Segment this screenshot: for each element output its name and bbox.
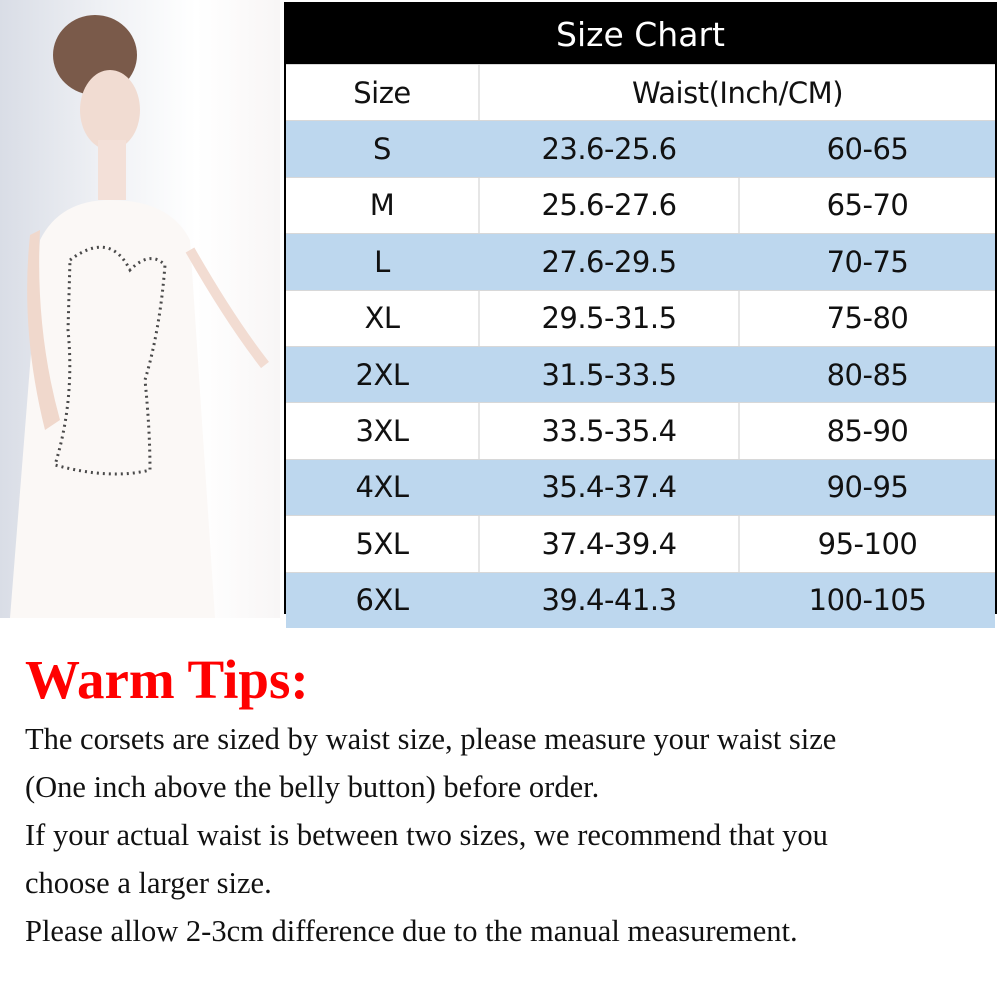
header-size: Size bbox=[286, 65, 480, 121]
waist-inch-cell: 33.5-35.4 bbox=[480, 403, 740, 459]
waist-inch-cell: 39.4-41.3 bbox=[480, 572, 740, 628]
waist-cm-cell: 90-95 bbox=[826, 470, 909, 505]
waist-inch-cell: 35.4-37.4 bbox=[480, 459, 740, 516]
size-cell: 6XL bbox=[286, 572, 480, 628]
tip-line: choose a larger size. bbox=[25, 866, 272, 900]
size-cell: 4XL bbox=[286, 459, 480, 516]
tip-line: The corsets are sized by waist size, ple… bbox=[25, 722, 837, 756]
tip-line: (One inch above the belly button) before… bbox=[25, 770, 600, 804]
table-row: 3XL 33.5-35.4 85-90 bbox=[286, 402, 995, 459]
waist-inch-cell: 27.6-29.5 bbox=[480, 234, 740, 290]
waist-cm-cell: 95-100 bbox=[817, 526, 918, 561]
size-cell: 2XL bbox=[286, 346, 480, 403]
size-cell: 5XL bbox=[286, 516, 480, 572]
waist-inch-cell: 23.6-25.6 bbox=[480, 121, 740, 177]
size-cell: S bbox=[286, 121, 480, 177]
size-cell: XL bbox=[286, 290, 480, 346]
table-row: L 27.6-29.5 70-75 bbox=[286, 233, 995, 290]
size-chart-title: Size Chart bbox=[286, 4, 995, 64]
waist-inch-cell: 37.4-39.4 bbox=[480, 516, 740, 572]
size-cell: M bbox=[286, 177, 480, 234]
waist-inch-cell: 31.5-33.5 bbox=[480, 346, 740, 403]
table-row: M 25.6-27.6 65-70 bbox=[286, 176, 995, 234]
table-row: 2XL 31.5-33.5 80-85 bbox=[286, 345, 995, 403]
waist-cm-cell: 100-105 bbox=[808, 583, 927, 618]
waist-cm-cell: 60-65 bbox=[826, 132, 909, 167]
table-row: XL 29.5-31.5 75-80 bbox=[286, 289, 995, 346]
table-header-row: Size Waist(Inch/CM) bbox=[286, 64, 995, 121]
waist-inch-cell: 25.6-27.6 bbox=[480, 177, 740, 234]
waist-cm-cell: 75-80 bbox=[826, 301, 909, 336]
table-row: S 23.6-25.6 60-65 bbox=[286, 120, 995, 177]
table-row: 6XL 39.4-41.3 100-105 bbox=[286, 571, 995, 628]
waist-cm-cell: 70-75 bbox=[826, 244, 909, 279]
waist-cm-cell: 85-90 bbox=[826, 414, 909, 449]
tip-line: If your actual waist is between two size… bbox=[25, 818, 828, 852]
size-cell: L bbox=[286, 234, 480, 290]
tip-line: Please allow 2-3cm difference due to the… bbox=[25, 914, 798, 948]
waist-cm-cell: 80-85 bbox=[826, 357, 909, 392]
table-row: 4XL 35.4-37.4 90-95 bbox=[286, 458, 995, 516]
header-waist: Waist(Inch/CM) bbox=[631, 75, 844, 110]
warm-tips-title: Warm Tips: bbox=[25, 649, 309, 710]
table-row: 5XL 37.4-39.4 95-100 bbox=[286, 515, 995, 572]
size-cell: 3XL bbox=[286, 403, 480, 459]
waist-cm-cell: 65-70 bbox=[826, 188, 909, 223]
warm-tips: Warm Tips: The corsets are sized by wais… bbox=[25, 645, 995, 955]
model-photo bbox=[0, 0, 280, 618]
size-chart-table: Size Chart Size Waist(Inch/CM) S 23.6-25.… bbox=[284, 2, 997, 628]
waist-inch-cell: 29.5-31.5 bbox=[480, 290, 740, 346]
